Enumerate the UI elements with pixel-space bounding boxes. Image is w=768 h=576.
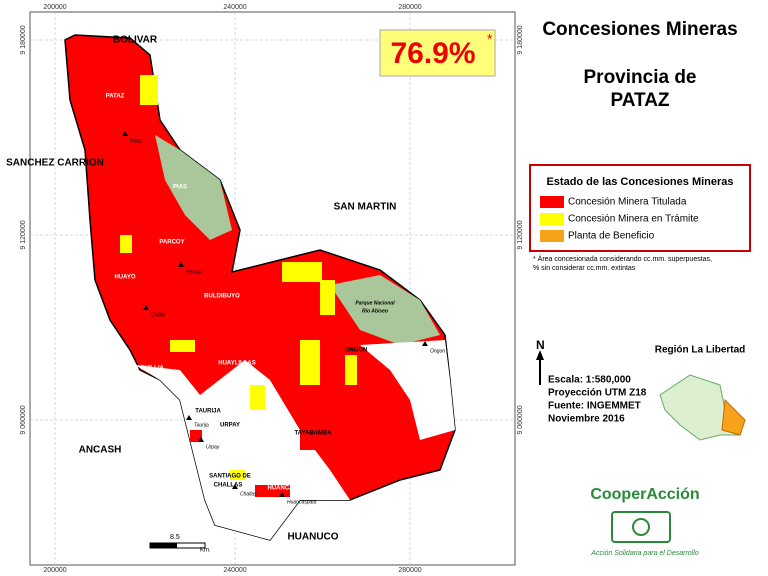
town-marker <box>178 262 184 267</box>
pending-concessions <box>120 75 357 480</box>
district-label: BULDIBUYO <box>204 294 240 300</box>
legend-swatch <box>540 213 564 225</box>
grid-label: 9 120000 <box>517 220 524 249</box>
district-label: CHALLAS <box>214 483 243 489</box>
town-marker <box>232 484 238 489</box>
brand-tagline: Acción Solidaria para el Desarrollo <box>590 550 698 557</box>
town-label: Pataz <box>130 138 143 144</box>
scale-label: 8.5 <box>170 534 180 541</box>
town-label: Huancaspata <box>287 499 317 505</box>
grid-label: 200000 <box>43 567 66 574</box>
region-label: ANCASH <box>79 445 122 456</box>
region-label: SAN MARTIN <box>334 202 397 213</box>
grid-label: 280000 <box>398 4 421 11</box>
legend-label: Planta de Beneficio <box>568 231 655 242</box>
north-arrow <box>536 350 544 360</box>
town-marker <box>143 305 149 310</box>
district-label: HUAYO <box>114 275 135 281</box>
legend-label: Concesión Minera Titulada <box>568 197 687 208</box>
park-area <box>155 135 232 240</box>
logo-mark <box>632 518 650 536</box>
park-label: Río Abiseo <box>362 308 388 314</box>
province-inset <box>721 398 746 436</box>
town-marker <box>186 415 192 420</box>
unconcessioned <box>360 340 455 440</box>
grid-label: 9 180000 <box>20 25 27 54</box>
district-label: HUAYLILLAS <box>218 361 255 367</box>
grid-label: 240000 <box>223 567 246 574</box>
map-info: Escala: 1:580,000 <box>548 375 631 386</box>
town-label: Ongon <box>430 348 445 354</box>
town-label: Urpay <box>206 444 220 450</box>
footnote: * Área concesionada considerando cc.mm. … <box>533 254 712 263</box>
logo-mark <box>611 511 671 543</box>
park-label: Parque Nacional <box>355 300 395 306</box>
subtitle: Provincia de <box>584 67 697 88</box>
park-area <box>330 275 440 345</box>
map-info: Fuente: INGEMMET <box>548 401 641 412</box>
town-label: Taurija <box>194 422 209 428</box>
town-label: Parcoy <box>186 269 202 275</box>
grid-label: 280000 <box>398 567 421 574</box>
percent-badge <box>379 29 496 77</box>
title: Concesiones Mineras <box>542 19 737 40</box>
legend-label: Concesión Minera en Trámite <box>568 214 699 225</box>
map-info: Proyección UTM Z18 <box>548 388 647 399</box>
district-label: PIAS <box>173 185 187 191</box>
grid-label: 9 060000 <box>517 405 524 434</box>
north-label: N <box>536 338 545 352</box>
district-label: TAURIJA <box>195 409 221 415</box>
district-label: ONGON <box>345 348 368 354</box>
town-label: Chillia <box>151 312 165 318</box>
town-marker <box>422 341 428 346</box>
legend-swatch <box>540 230 564 242</box>
region-label: SANCHEZ CARRION <box>6 158 104 169</box>
town-marker <box>279 492 285 497</box>
percent: 76.9% <box>390 37 475 70</box>
map-info: Noviembre 2016 <box>548 414 625 425</box>
grid-label: 240000 <box>223 4 246 11</box>
region-label: BOLIVAR <box>113 35 158 46</box>
town-label: Challas <box>240 491 257 497</box>
district-label: CHILLIA <box>140 366 164 372</box>
legend-swatch <box>540 196 564 208</box>
district-label: URPAY <box>220 423 240 429</box>
titled-concessions <box>190 390 410 497</box>
footnote: % sin considerar cc.mm. extintas <box>533 265 636 272</box>
province-name: PATAZ <box>610 90 669 111</box>
grid-label: 200000 <box>43 4 66 11</box>
legend-title: Estado de las Concesiones Mineras <box>546 176 733 188</box>
region-label: HUANUCO <box>287 532 338 543</box>
town-marker <box>198 437 204 442</box>
district-label: SANTIAGO DE <box>209 474 251 480</box>
scale-bar <box>150 543 177 548</box>
grid-label: 9 180000 <box>517 25 524 54</box>
grid-label: 9 120000 <box>20 220 27 249</box>
district-label: TAYABAMBA <box>294 431 332 437</box>
grid-label: 9 060000 <box>20 405 27 434</box>
scale-label: Km. <box>200 548 211 554</box>
region-title: Región La Libertad <box>655 345 746 356</box>
asterisk: * <box>487 31 493 47</box>
legend-box <box>529 164 751 252</box>
district-label: PARCOY <box>159 240 184 246</box>
district-label: HUANCASPATA <box>268 486 314 492</box>
town-marker <box>122 131 128 136</box>
district-label: PATAZ <box>106 94 125 100</box>
brand-name: CooperAcción <box>590 486 699 503</box>
unconcessioned <box>135 360 350 540</box>
